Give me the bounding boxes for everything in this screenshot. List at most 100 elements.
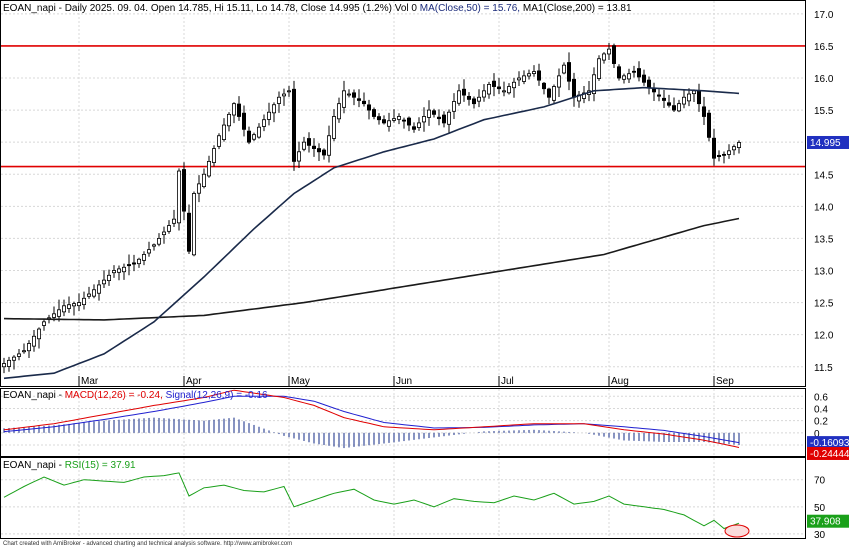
candle-body (7, 359, 12, 367)
candle (667, 94, 672, 108)
candle (532, 65, 537, 77)
candle (727, 144, 732, 159)
candle (512, 77, 517, 98)
candle (321, 148, 326, 160)
macd-line (3, 389, 740, 448)
candle (196, 175, 201, 203)
rsi-pane[interactable] (0, 457, 806, 539)
candle (612, 43, 617, 69)
candle (622, 73, 627, 84)
candle-body (181, 169, 186, 212)
candle (481, 84, 486, 102)
candle (572, 72, 577, 107)
candle (707, 109, 712, 142)
candle (296, 141, 301, 169)
candle-body (366, 104, 371, 111)
rsi-legend: RSI(15) = 37.91 (65, 460, 136, 471)
candle-body (687, 93, 692, 102)
candle-body (236, 103, 241, 117)
candle (351, 89, 356, 106)
candle (672, 97, 677, 112)
candle-body (246, 130, 251, 143)
candle-body (166, 225, 171, 232)
ma200-legend: MA1(Close,200) = 13.81 (523, 3, 632, 14)
candle (246, 126, 251, 145)
candle-body (517, 77, 522, 81)
candle-body (151, 244, 156, 247)
signal-line (3, 395, 740, 444)
candle (662, 90, 667, 108)
candle-body (522, 75, 527, 82)
candle-body (241, 112, 246, 130)
last-price-badge: 14.995 (807, 135, 849, 149)
candle-body (196, 183, 201, 194)
candle-body (261, 119, 266, 127)
macd-value-badge-bg (807, 446, 849, 460)
candle-body (97, 284, 102, 294)
candle (281, 88, 286, 106)
value-badges: 14.995 -0.16093-0.24444 37.908 (807, 135, 850, 528)
candle (642, 69, 647, 86)
candle-body (331, 116, 336, 139)
candle (82, 291, 87, 310)
candle-body (572, 78, 577, 98)
candle (496, 77, 501, 94)
price-pane[interactable] (0, 0, 806, 387)
candle (486, 81, 491, 99)
candle-body (216, 135, 221, 147)
candle (97, 279, 102, 301)
candle-body (131, 262, 136, 265)
candle-body (506, 86, 511, 94)
signal-value-badge-text: -0.16093 (810, 438, 850, 449)
candle (456, 84, 461, 106)
candle (231, 102, 236, 124)
candle-body (371, 109, 376, 117)
candle (592, 67, 597, 102)
candle (542, 81, 547, 95)
candle-body (627, 73, 632, 80)
candle-body (667, 102, 672, 106)
candle (537, 63, 542, 86)
macd-legend: MACD(12,26) = -0.24, (65, 390, 163, 401)
macd-pane[interactable] (0, 388, 806, 457)
candle (316, 143, 321, 162)
candle (37, 327, 42, 349)
candle-body (642, 74, 647, 83)
macd-y-tick-label: 0.4 (814, 404, 828, 415)
candle (131, 254, 136, 272)
candle (517, 71, 522, 86)
ma50-legend: MA(Close,50) = 15.76, (420, 3, 520, 14)
candle (136, 257, 141, 268)
candle (652, 82, 657, 101)
candle-body (191, 193, 196, 256)
candle-body (537, 70, 542, 81)
candle-body (256, 126, 261, 138)
month-label: Jun (396, 376, 412, 387)
candle-body (542, 82, 547, 90)
candle (32, 329, 37, 352)
candle (346, 89, 351, 98)
candle-body (77, 302, 82, 307)
candle (401, 117, 406, 129)
candle-body (136, 258, 141, 265)
candle (236, 96, 241, 121)
candle-body (697, 90, 702, 105)
candle (276, 91, 281, 113)
candle (226, 112, 231, 132)
candle-body (512, 81, 517, 89)
candle-body (146, 249, 151, 254)
candle (501, 81, 506, 97)
candle-body (211, 148, 216, 163)
candle (617, 64, 622, 81)
candle (67, 296, 72, 313)
candle (602, 52, 607, 64)
candle-body (712, 137, 717, 159)
candle-body (471, 98, 476, 105)
candle (461, 79, 466, 102)
candle-body (92, 289, 97, 297)
rsi-highlight-ellipse (724, 524, 750, 538)
candle (657, 89, 662, 102)
candle (186, 204, 191, 255)
candle-body (501, 90, 506, 93)
candle (637, 61, 642, 82)
